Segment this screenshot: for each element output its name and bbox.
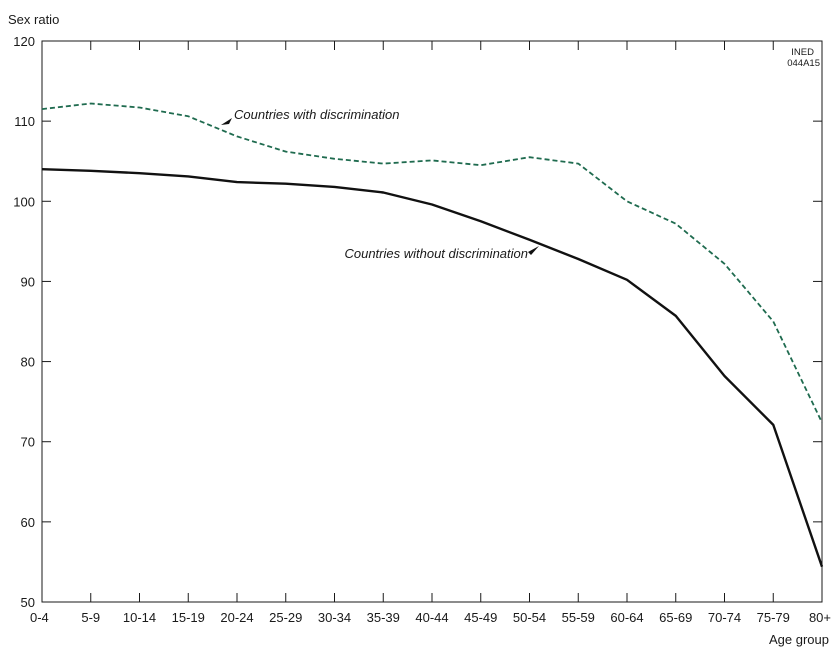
x-tick-label-40-44: 40-44 [415,610,448,625]
x-tick-label-60-64: 60-64 [610,610,643,625]
source-code-line-2: 044A15 [787,58,820,69]
y-tick-label-100: 100 [13,194,35,209]
axes: 50 60 70 80 90 100 110 120 0-4 5-9 10-14 15-19 20-24… [13,34,831,625]
y-tick-label-60: 60 [21,515,35,530]
y-tick-label-90: 90 [21,274,35,289]
x-tick-label-35-39: 35-39 [367,610,400,625]
x-tick-label-55-59: 55-59 [562,610,595,625]
x-tick-label-80+: 80+ [809,610,831,625]
annotation-without-discrimination: Countries without discrimination [344,246,528,261]
y-tick-label-120: 120 [13,34,35,49]
x-tick-label-50-54: 50-54 [513,610,546,625]
y-tick-label-70: 70 [21,435,35,450]
x-tick-label-25-29: 25-29 [269,610,302,625]
annotation-with-discrimination: Countries with discrimination [234,107,399,122]
x-axis-title: Age group [769,632,829,647]
x-tick-label-5-9: 5-9 [81,610,100,625]
x-tick-label-10-14: 10-14 [123,610,156,625]
x-tick-label-75-79: 75-79 [757,610,790,625]
x-tick-label-15-19: 15-19 [172,610,205,625]
annotation-arrow-without-discrimination [528,246,539,255]
x-tick-label-20-24: 20-24 [220,610,253,625]
y-tick-label-110: 110 [14,114,35,129]
x-tick-label-45-49: 45-49 [464,610,497,625]
x-tick-label-30-34: 30-34 [318,610,351,625]
series-line-countries-without-discrimination [41,168,824,568]
x-tick-label-70-74: 70-74 [708,610,741,625]
series-layer [41,102,824,568]
y-tick-label-50: 50 [21,595,35,610]
series-line-countries-with-discrimination [41,102,823,423]
x-tick-label-0-4: 0-4 [30,610,49,625]
plot-frame [41,40,823,603]
x-tick-label-65-69: 65-69 [659,610,692,625]
y-tick-label-80: 80 [21,355,35,370]
y-axis-title: Sex ratio [8,12,59,27]
annotation-arrow-with-discrimination [221,118,232,125]
source-code-line-1: INED [791,47,814,58]
